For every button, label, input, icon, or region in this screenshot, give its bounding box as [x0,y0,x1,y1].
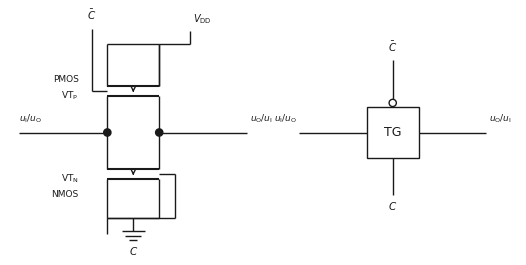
Text: $\bar{C}$: $\bar{C}$ [87,8,96,23]
Text: $\mathrm{VT_{P}}$: $\mathrm{VT_{P}}$ [62,90,79,103]
Text: $u_{\mathrm{O}}/u_{\mathrm{I}}$: $u_{\mathrm{O}}/u_{\mathrm{I}}$ [250,112,273,125]
Text: $C$: $C$ [388,200,397,212]
Text: $C$: $C$ [129,245,138,257]
Circle shape [156,129,163,136]
Text: TG: TG [384,126,401,139]
Text: $u_{\mathrm{I}}/u_{\mathrm{O}}$: $u_{\mathrm{I}}/u_{\mathrm{O}}$ [19,112,42,125]
Circle shape [389,99,397,107]
Text: $u_{\mathrm{O}}/u_{\mathrm{I}}$: $u_{\mathrm{O}}/u_{\mathrm{I}}$ [489,112,512,125]
Text: $\bar{C}$: $\bar{C}$ [388,39,397,54]
Circle shape [104,129,111,136]
Text: NMOS: NMOS [52,190,79,199]
Text: $\mathrm{VT_{N}}$: $\mathrm{VT_{N}}$ [61,173,79,186]
Bar [367,107,419,158]
Text: $V_{\mathrm{DD}}$: $V_{\mathrm{DD}}$ [193,12,211,26]
Text: PMOS: PMOS [53,75,79,84]
Text: $u_{\mathrm{I}}/u_{\mathrm{O}}$: $u_{\mathrm{I}}/u_{\mathrm{O}}$ [274,112,297,125]
